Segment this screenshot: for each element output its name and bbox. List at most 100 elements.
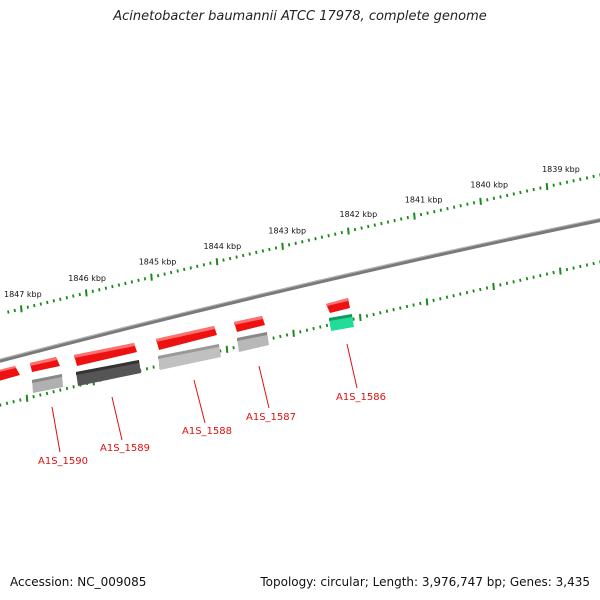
minor-tick xyxy=(400,217,403,221)
gene-partial-left[interactable] xyxy=(0,366,20,382)
genome-backbone xyxy=(0,217,600,363)
feature-A1S_1586[interactable] xyxy=(329,314,354,331)
minor-tick xyxy=(492,196,496,200)
major-tick xyxy=(559,267,562,275)
minor-tick xyxy=(242,253,245,258)
minor-tick xyxy=(472,289,475,293)
minor-tick xyxy=(325,323,329,328)
scale-label: 1847 kbp xyxy=(4,290,42,299)
gene-A1S_1588-arrow[interactable] xyxy=(156,326,217,350)
minor-tick xyxy=(169,270,173,275)
minor-tick xyxy=(519,278,522,282)
minor-tick xyxy=(261,249,265,253)
minor-tick xyxy=(59,388,62,392)
minor-tick xyxy=(228,256,232,261)
minor-tick xyxy=(314,237,317,241)
minor-tick xyxy=(485,286,489,290)
minor-tick xyxy=(393,218,396,223)
minor-tick xyxy=(486,198,489,202)
minor-tick xyxy=(472,201,476,205)
minor-tick xyxy=(445,295,449,299)
major-tick xyxy=(215,258,219,266)
minor-tick xyxy=(360,226,363,230)
gene-label-A1S_1590[interactable]: A1S_1590 xyxy=(38,456,88,467)
gene-label-A1S_1586[interactable]: A1S_1586 xyxy=(336,392,386,403)
major-tick xyxy=(359,313,362,322)
minor-tick xyxy=(312,326,315,331)
minor-tick xyxy=(196,264,199,268)
minor-tick xyxy=(386,220,390,224)
minor-tick xyxy=(499,283,502,287)
minor-tick xyxy=(183,267,186,272)
minor-tick xyxy=(565,180,569,184)
minor-tick xyxy=(272,336,275,340)
minor-tick xyxy=(248,252,251,256)
minor-tick xyxy=(78,292,81,297)
gene-label-A1S_1588[interactable]: A1S_1588 xyxy=(182,426,232,437)
minor-tick xyxy=(340,230,343,235)
leader-A1S_1587 xyxy=(258,365,270,409)
minor-tick xyxy=(352,317,355,321)
minor-tick xyxy=(299,330,302,334)
minor-tick xyxy=(163,272,166,276)
minor-tick xyxy=(274,246,278,250)
minor-tick xyxy=(592,261,595,266)
minor-tick xyxy=(287,243,291,247)
gene-A1S_1589-arrow[interactable] xyxy=(74,343,137,366)
minor-tick xyxy=(319,325,322,329)
minor-tick xyxy=(52,390,55,394)
minor-tick xyxy=(104,286,108,290)
major-tick xyxy=(150,273,153,281)
feature-A1S_1589[interactable] xyxy=(76,360,141,386)
minor-tick xyxy=(285,333,289,337)
minor-tick xyxy=(7,310,10,314)
minor-tick xyxy=(91,289,94,293)
gene-A1S_1587-arrow[interactable] xyxy=(234,316,265,332)
gene-label-A1S_1589[interactable]: A1S_1589 xyxy=(100,443,150,454)
minor-tick xyxy=(385,309,389,313)
minor-tick xyxy=(33,303,36,308)
minor-tick xyxy=(152,365,155,369)
genome-backbone-highlight xyxy=(0,218,600,360)
gene-A1S_1586-arrow[interactable] xyxy=(326,298,350,313)
minor-tick xyxy=(365,314,369,318)
major-tick xyxy=(225,345,229,353)
minor-tick xyxy=(137,278,140,282)
minor-tick xyxy=(466,202,469,206)
minor-tick xyxy=(579,264,582,269)
minor-tick xyxy=(439,208,443,212)
gene-A1S_1590-arrow[interactable] xyxy=(30,357,60,372)
minor-tick xyxy=(130,280,134,284)
minor-tick xyxy=(412,303,415,307)
minor-tick xyxy=(559,182,562,186)
minor-tick xyxy=(143,277,147,281)
minor-tick xyxy=(46,300,49,305)
minor-tick xyxy=(353,227,357,232)
gene-label-A1S_1587[interactable]: A1S_1587 xyxy=(246,412,296,423)
minor-tick xyxy=(572,266,575,270)
minor-tick xyxy=(572,179,575,183)
minor-tick xyxy=(117,283,121,287)
leader-A1S_1588 xyxy=(193,379,206,424)
minor-tick xyxy=(202,263,206,267)
scale-labels: 1847 kbp 1846 kbp 1845 kbp 1844 kbp 1843 kbp… xyxy=(4,165,580,299)
minor-tick xyxy=(545,272,549,276)
minor-tick xyxy=(539,186,542,190)
feature-A1S_1588[interactable] xyxy=(158,344,221,370)
minor-tick xyxy=(232,346,235,350)
feature-A1S_1590[interactable] xyxy=(32,374,63,393)
minor-tick xyxy=(406,215,409,220)
minor-tick xyxy=(419,212,423,217)
minor-tick xyxy=(459,204,462,208)
minor-tick xyxy=(372,312,375,317)
minor-tick xyxy=(539,274,542,278)
feature-A1S_1587[interactable] xyxy=(237,332,269,352)
accession-label: Accession: NC_009085 xyxy=(10,575,147,589)
minor-tick xyxy=(255,250,258,255)
major-tick xyxy=(492,282,495,290)
minor-tick xyxy=(209,261,212,265)
scale-ticks-outer xyxy=(7,173,600,314)
scale-label: 1844 kbp xyxy=(204,242,242,251)
minor-tick xyxy=(532,275,535,279)
minor-tick xyxy=(222,258,225,262)
